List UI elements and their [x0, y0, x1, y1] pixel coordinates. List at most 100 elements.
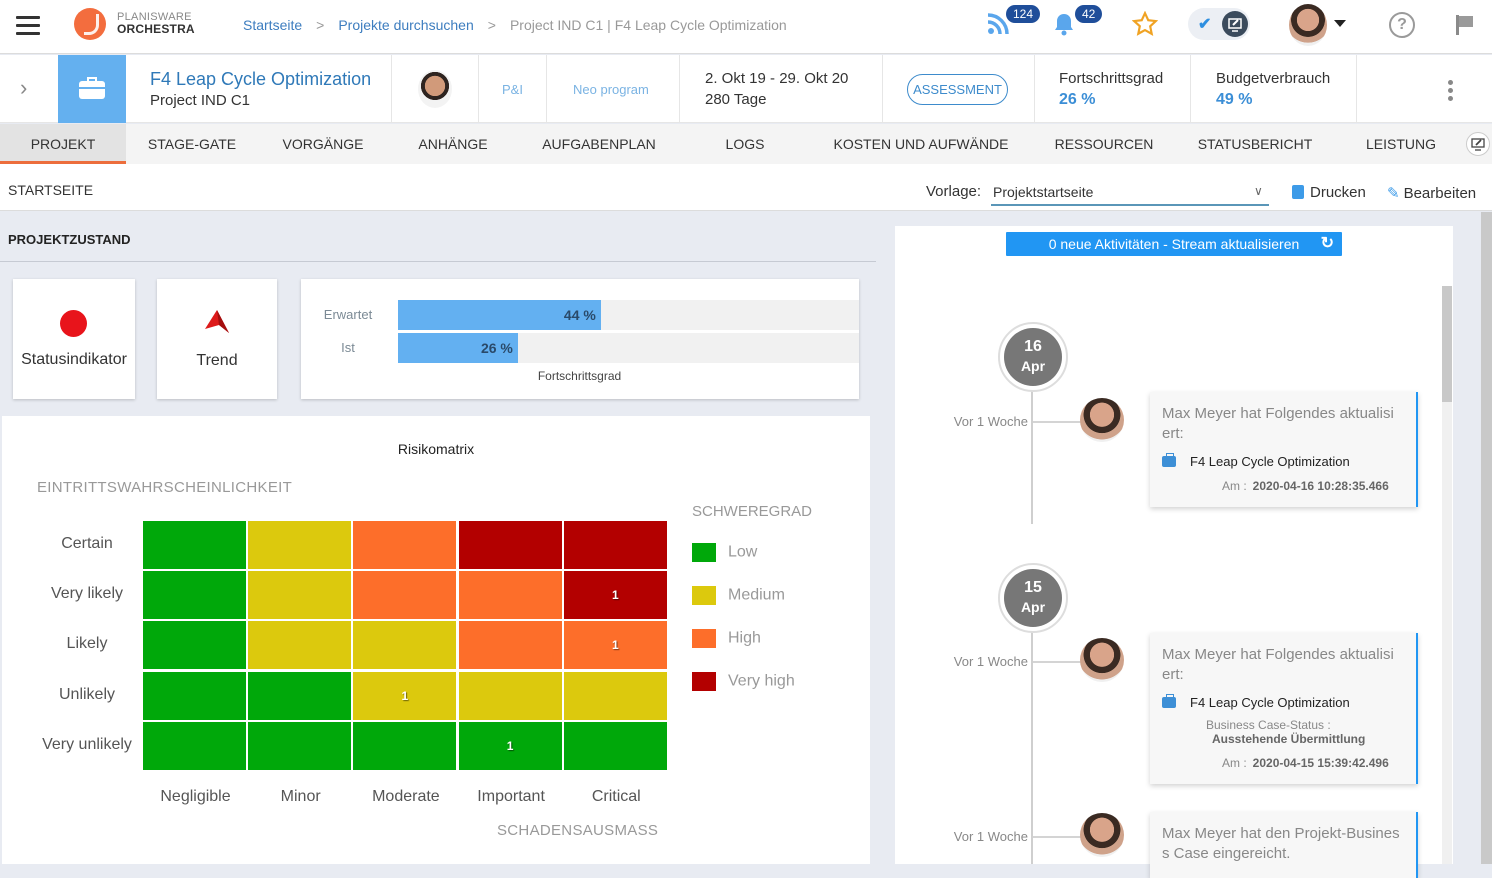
date-day: 16	[1024, 338, 1042, 355]
risk-cell[interactable]	[353, 621, 457, 670]
legend-item: Medium	[692, 586, 785, 605]
timeline-connector	[1033, 661, 1081, 663]
refresh-stream-button[interactable]: 0 neue Aktivitäten - Stream aktualisiere…	[1006, 232, 1342, 256]
progress-bar-value: 26 %	[480, 340, 513, 356]
risk-cell[interactable]	[458, 521, 562, 569]
tab-logs[interactable]: LOGS	[725, 136, 765, 152]
edit-label: Bearbeiten	[1403, 185, 1477, 202]
tab-leistung[interactable]: LEISTUNG	[1365, 136, 1436, 152]
risk-cell[interactable]	[353, 571, 457, 620]
timeline-line	[1031, 630, 1033, 864]
progress-bar-track: 26 %	[398, 333, 859, 363]
notification-bell-icon[interactable]	[1053, 12, 1077, 38]
help-icon[interactable]: ?	[1389, 12, 1415, 38]
tab-vorgaenge[interactable]: VORGÄNGE	[282, 136, 364, 152]
activity-time-ago: Vor 1 Woche	[953, 414, 1028, 429]
breadcrumb-search-projects[interactable]: Projekte durchsuchen	[338, 17, 474, 33]
legend-swatch	[692, 586, 716, 605]
activity-card[interactable]: Max Meyer hat Folgendes aktualisiert: F4 …	[1150, 633, 1418, 784]
activity-object-link[interactable]: F4 Leap Cycle Optimization	[1162, 453, 1402, 469]
activity-timestamp-label: Am :	[1222, 479, 1247, 493]
menu-icon[interactable]	[16, 16, 40, 36]
risk-cell[interactable]	[458, 671, 562, 720]
check-icon: ✔	[1198, 16, 1212, 33]
project-manager-avatar[interactable]	[418, 70, 452, 108]
risk-cell[interactable]	[353, 521, 457, 569]
program-link[interactable]: Neo program	[573, 82, 649, 97]
tab-stage-gate[interactable]: STAGE-GATE	[147, 136, 237, 152]
risk-cell[interactable]	[248, 621, 352, 670]
tab-kosten[interactable]: KOSTEN UND AUFWÄNDE	[833, 136, 1009, 152]
status-dot-icon	[60, 310, 87, 337]
legend-title: SCHWEREGRAD	[692, 503, 813, 520]
edit-mode-toggle[interactable]: ✔	[1188, 8, 1250, 40]
breadcrumb-home[interactable]: Startseite	[243, 17, 303, 33]
print-button[interactable]: Drucken	[1292, 184, 1366, 201]
risk-cell[interactable]: 1	[353, 671, 457, 720]
template-select[interactable]	[991, 180, 1269, 206]
timeline-connector	[1033, 421, 1081, 423]
activity-card[interactable]: Max Meyer hat den Projekt-Business Case …	[1150, 812, 1418, 878]
date-bubble-inner: 16 Apr	[1004, 328, 1062, 386]
activity-scrollbar-thumb[interactable]	[1442, 286, 1452, 402]
risk-cell[interactable]	[248, 521, 352, 569]
user-avatar[interactable]	[1289, 4, 1327, 46]
risk-cell[interactable]: 1	[563, 571, 667, 620]
activity-scrollbar-track[interactable]	[1442, 286, 1452, 864]
page-scrollbar[interactable]	[1481, 212, 1492, 864]
planisware-logo-icon[interactable]	[74, 8, 106, 40]
status-indicator-card[interactable]: Statusindikator	[13, 279, 135, 399]
progress-value: 26 %	[1059, 91, 1096, 108]
risk-cell[interactable]: 1	[563, 621, 667, 670]
edit-button[interactable]: ✎ Bearbeiten	[1387, 184, 1476, 202]
phase-badge[interactable]: ASSESSMENT	[907, 74, 1008, 105]
chevron-down-icon[interactable]: ∨	[1254, 184, 1263, 198]
risk-cell[interactable]	[143, 671, 246, 720]
risk-cell[interactable]	[143, 721, 246, 770]
risk-cell[interactable]	[563, 521, 667, 569]
risk-row-label: Unlikely	[58, 685, 115, 703]
flag-icon[interactable]	[1455, 14, 1475, 36]
tag-link-pi[interactable]: P&I	[502, 82, 523, 97]
activity-user-avatar[interactable]	[1080, 813, 1124, 857]
trend-card[interactable]: Trend	[157, 279, 277, 399]
risk-cell[interactable]: 1	[458, 721, 562, 770]
risk-column-label: Minor	[280, 788, 321, 805]
budget-cell	[1191, 55, 1357, 123]
feed-icon[interactable]	[986, 12, 1012, 38]
risk-cell[interactable]	[248, 721, 352, 770]
expand-sidebar-button[interactable]: ›	[0, 55, 58, 123]
user-menu-caret-icon[interactable]	[1334, 20, 1346, 27]
more-options-icon[interactable]	[1448, 80, 1454, 104]
risk-cell[interactable]	[143, 571, 246, 620]
tab-anhaenge[interactable]: ANHÄNGE	[418, 136, 488, 152]
risk-cell[interactable]	[248, 671, 352, 720]
risk-matrix-y-axis-title: EINTRITTSWAHRSCHEINLICHKEIT	[37, 479, 293, 496]
print-icon	[1292, 185, 1304, 199]
risk-cell[interactable]	[353, 721, 457, 770]
activity-object-link[interactable]: F4 Leap Cycle Optimization	[1162, 694, 1402, 710]
activity-user-avatar[interactable]	[1080, 398, 1124, 442]
project-duration: 280 Tage	[705, 91, 767, 108]
favorite-star-icon[interactable]	[1131, 10, 1160, 39]
tab-projekt[interactable]: PROJEKT	[0, 124, 126, 164]
risk-cell[interactable]	[143, 621, 246, 670]
print-label: Drucken	[1310, 184, 1366, 201]
risk-cell[interactable]	[458, 571, 562, 620]
activity-user-avatar[interactable]	[1080, 638, 1124, 682]
tab-ressourcen[interactable]: RESSOURCEN	[1054, 136, 1154, 152]
page-subheader: STARTSEITE Vorlage: ∨ Drucken ✎Bearbeite…	[0, 164, 1492, 211]
tab-edit-icon[interactable]	[1466, 132, 1490, 156]
tab-aufgabenplan[interactable]: AUFGABENPLAN	[542, 136, 656, 152]
risk-cell[interactable]	[458, 621, 562, 670]
risk-cell[interactable]	[248, 571, 352, 620]
tab-statusbericht[interactable]: STATUSBERICHT	[1197, 136, 1313, 152]
project-title[interactable]: F4 Leap Cycle Optimization	[150, 69, 372, 89]
activity-time-ago: Vor 1 Woche	[953, 654, 1028, 669]
risk-cell[interactable]	[143, 521, 246, 569]
risk-cell[interactable]	[563, 671, 667, 720]
activity-card[interactable]: Max Meyer hat Folgendes aktualisiert: F4 …	[1150, 392, 1418, 507]
activity-timestamp-row: Am : 2020-04-15 15:39:42.496	[1222, 756, 1402, 770]
trend-label: Trend	[196, 352, 238, 369]
risk-cell[interactable]	[563, 721, 667, 770]
